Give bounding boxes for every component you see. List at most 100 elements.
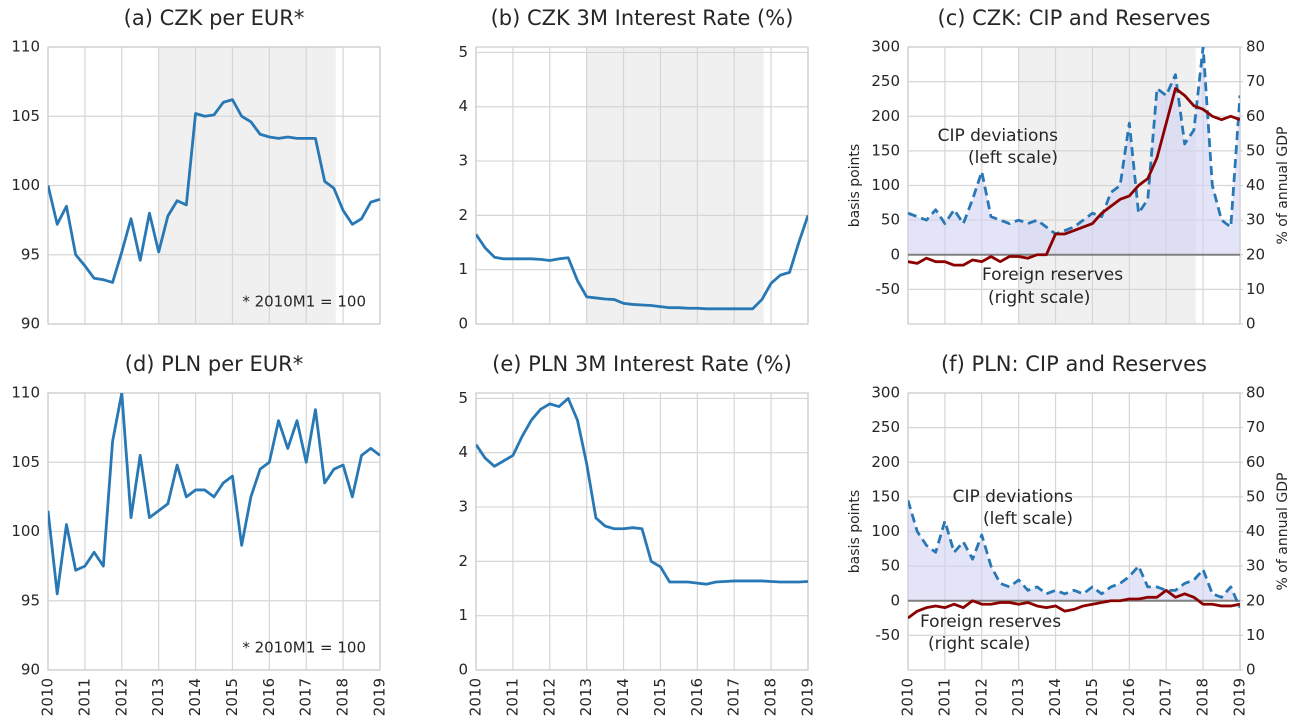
y-tick-label: 0	[890, 245, 900, 263]
x-tick-label: 2017	[1157, 678, 1175, 716]
y-tick-label: 1	[458, 260, 468, 278]
y-tick-label: 3	[458, 498, 468, 516]
plot-area	[476, 214, 808, 311]
chart-title: (c) CZK: CIP and Reserves	[938, 6, 1211, 30]
y-tick-label: 2	[458, 552, 468, 570]
y2-tick-label: 80	[1246, 384, 1265, 402]
y2-tick-label: 10	[1246, 626, 1265, 644]
annotation: Foreign reserves	[982, 265, 1123, 285]
y2-tick-label: 0	[1246, 661, 1256, 679]
y-tick-label: 200	[871, 453, 900, 471]
chart-title: (d) PLN per EUR*	[125, 352, 303, 376]
annotation: (left scale)	[983, 509, 1073, 529]
x-tick-label: 2011	[935, 678, 953, 716]
x-tick-label: 2018	[762, 678, 780, 716]
y-tick-label: 2	[458, 206, 468, 224]
y-tick-label: 110	[11, 38, 40, 56]
annotation: CIP deviations	[938, 126, 1059, 146]
plot-area	[48, 393, 380, 596]
y-tick-label: 0	[458, 315, 468, 333]
line	[908, 47, 1240, 236]
x-tick-label: 2018	[334, 678, 352, 716]
y2-tick-label: 20	[1246, 245, 1265, 263]
x-tick-label: 2016	[1120, 678, 1138, 716]
chart-title: (f) PLN: CIP and Reserves	[941, 352, 1207, 376]
x-tick-label: 2014	[614, 678, 632, 716]
line	[476, 214, 808, 311]
annotation: * 2010M1 = 100	[242, 293, 366, 311]
x-tick-label: 2016	[260, 678, 278, 716]
y2-tick-label: 30	[1246, 211, 1265, 229]
y2-tick-label: 60	[1246, 107, 1265, 125]
y-tick-label: 110	[11, 384, 40, 402]
y-tick-label: 100	[871, 176, 900, 194]
y-tick-label: 105	[11, 107, 40, 125]
y-tick-label: 150	[871, 141, 900, 159]
y2-tick-label: 20	[1246, 591, 1265, 609]
annotation: (right scale)	[988, 288, 1090, 308]
y-tick-label: 250	[871, 418, 900, 436]
x-tick-label: 2011	[503, 678, 521, 716]
x-tick-label: 2016	[688, 678, 706, 716]
y-tick-label: 5	[458, 43, 468, 61]
x-tick-label: 2014	[186, 678, 204, 716]
y-tick-label: 300	[871, 384, 900, 402]
plot-area	[476, 397, 808, 586]
y-axis-label: basis points	[847, 490, 863, 573]
x-tick-label: 2013	[149, 678, 167, 716]
plot-frame	[475, 46, 809, 325]
y-tick-label: -50	[876, 626, 901, 644]
y-tick-label: 100	[11, 176, 40, 194]
y-tick-label: 3	[458, 152, 468, 170]
x-tick-label: 2010	[467, 678, 485, 716]
panel: (e) PLN 3M Interest Rate (%) 2010 2011 2 0 1 2…	[458, 352, 816, 716]
y2-tick-label: 10	[1246, 280, 1265, 298]
x-tick-label: 2010	[899, 678, 917, 716]
y2-tick-label: 30	[1246, 557, 1265, 575]
y2-tick-label: 40	[1246, 522, 1265, 540]
x-tick-label: 2019	[371, 678, 389, 716]
x-tick-label: 2017	[725, 678, 743, 716]
plot-frame	[475, 392, 809, 671]
chart-title: (a) CZK per EUR*	[124, 6, 305, 30]
y-tick-label: 300	[871, 38, 900, 56]
y-tick-label: 250	[871, 72, 900, 90]
y2-tick-label: 40	[1246, 176, 1265, 194]
y-tick-label: 90	[21, 661, 40, 679]
line	[476, 397, 808, 586]
y2-tick-label: 70	[1246, 72, 1265, 90]
y2-axis-label: % of annual GDP	[1275, 473, 1291, 591]
y-tick-label: 0	[458, 661, 468, 679]
y-tick-label: 5	[458, 389, 468, 407]
x-tick-label: 2014	[1046, 678, 1064, 716]
y-tick-label: 4	[458, 97, 468, 115]
plot-area	[48, 98, 380, 284]
x-tick-label: 2015	[223, 678, 241, 716]
y2-tick-label: 50	[1246, 141, 1265, 159]
annotation: CIP deviations	[953, 487, 1074, 507]
line	[908, 87, 1240, 267]
y2-axis-label: % of annual GDP	[1275, 127, 1291, 245]
panel: (d) PLN per EUR* 2010 2011 2012 2013 2014 2015…	[11, 352, 388, 716]
plot-area	[908, 47, 1240, 267]
x-tick-label: 2011	[75, 678, 93, 716]
area	[908, 500, 1240, 608]
shaded-period	[586, 47, 764, 324]
plot-frame	[47, 392, 381, 671]
chart-title: (e) PLN 3M Interest Rate (%)	[492, 352, 792, 376]
annotation: (left scale)	[968, 148, 1058, 168]
y-tick-label: 50	[881, 211, 900, 229]
line	[48, 98, 380, 284]
y2-tick-label: 50	[1246, 487, 1265, 505]
x-tick-label: 2019	[1231, 678, 1249, 716]
y-tick-label: 1	[458, 606, 468, 624]
y-tick-label: -50	[876, 280, 901, 298]
plot-area	[908, 499, 1240, 620]
x-tick-label: 2018	[1194, 678, 1212, 716]
y-tick-label: 50	[881, 557, 900, 575]
line	[908, 499, 1240, 609]
annotation: (right scale)	[928, 634, 1030, 654]
x-tick-label: 2013	[1009, 678, 1027, 716]
y-tick-label: 95	[21, 245, 40, 263]
y-axis-label: basis points	[847, 144, 863, 227]
